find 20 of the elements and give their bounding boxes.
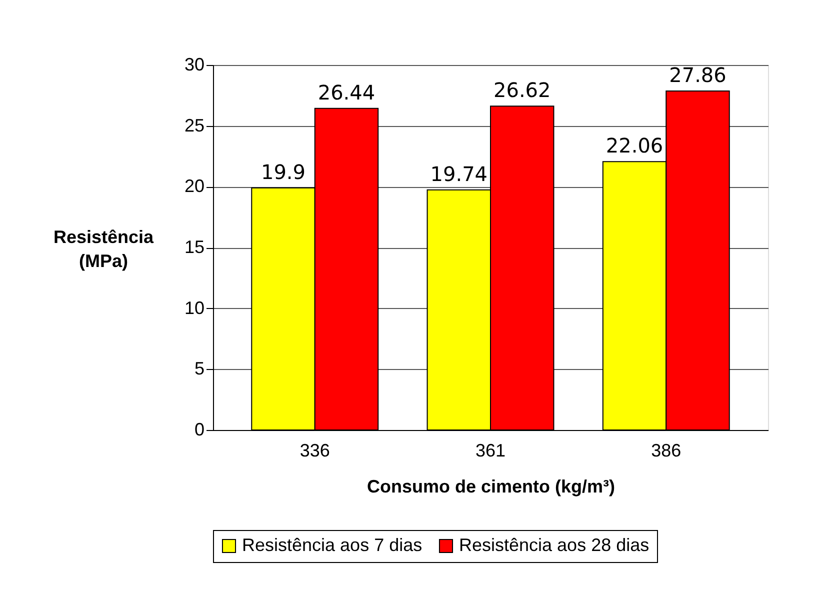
y-tick-label: 30 (184, 54, 204, 74)
data-label: 19.9 (260, 160, 306, 184)
x-tick-label: 361 (475, 440, 506, 460)
legend-label: Resistência aos 28 dias (459, 535, 650, 555)
x-axis-title: Consumo de cimento (kg/m³) (366, 476, 616, 496)
y-tick-label: 10 (184, 298, 204, 318)
x-tick-label: 386 (651, 440, 682, 460)
y-tick-label: 15 (184, 237, 204, 257)
x-tick-label: 336 (300, 440, 330, 460)
y-tick-label: 0 (194, 420, 204, 440)
data-label: 27.86 (669, 63, 726, 88)
data-label: 22.06 (606, 134, 664, 158)
data-label: 19.74 (430, 162, 488, 186)
y-axis-title: Resistência (MPa) (53, 227, 155, 271)
y-tick-label: 25 (184, 115, 204, 136)
y-tick-label: 20 (184, 176, 204, 196)
data-label: 26.62 (493, 78, 551, 102)
y-tick-label: 5 (194, 358, 204, 379)
legend-label: Resistência aos 7 dias (242, 535, 422, 555)
data-label: 26.44 (318, 80, 376, 104)
